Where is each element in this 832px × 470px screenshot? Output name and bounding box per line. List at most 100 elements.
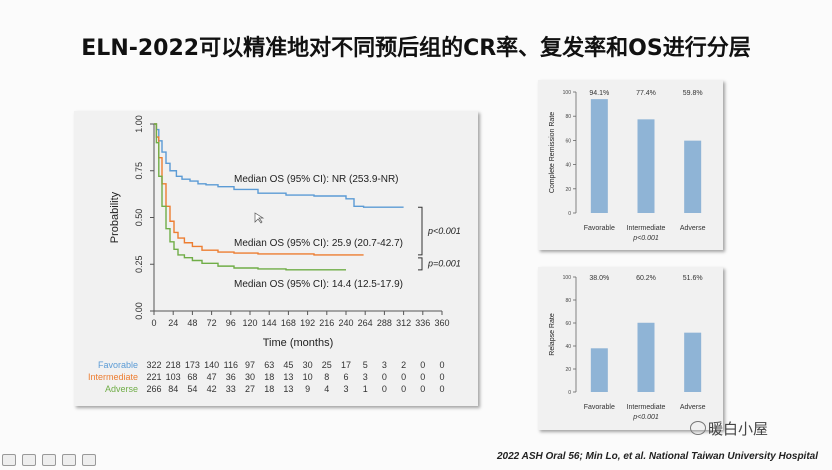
risk-table-cell: 0	[401, 384, 406, 394]
risk-table-cell: 103	[166, 372, 181, 382]
risk-table-cell: 8	[324, 372, 329, 382]
bar-category-label: Intermediate	[627, 404, 666, 411]
km-y-tick-label: 0.00	[134, 302, 144, 320]
bar-y-tick-label: 80	[565, 114, 571, 120]
risk-table-cell: 54	[187, 384, 197, 394]
km-y-tick-label: 0.50	[134, 209, 144, 227]
bar-y-tick-label: 20	[565, 187, 571, 193]
toolbar-grid-icon[interactable]	[62, 454, 76, 466]
risk-table-cell: 3	[343, 384, 348, 394]
risk-table-cell: 5	[363, 360, 368, 370]
risk-table-cell: 18	[264, 372, 274, 382]
bar-y-tick-label: 100	[563, 90, 572, 96]
km-y-axis-label: Probability	[109, 191, 121, 243]
cr-rate-bar-chart: 0 20 40 60 80 100 Complete Remission Rate 94.1%…	[549, 90, 706, 242]
bar-y-axis-label: Complete Remission Rate	[549, 112, 556, 193]
bar-y-tick-label: 80	[565, 298, 571, 304]
km-pvalue-bracket-lower	[418, 257, 423, 271]
bar-intermediate	[637, 119, 655, 213]
risk-table-cell: 45	[283, 360, 293, 370]
footnote: 2022 ASH Oral 56; Min Lo, et al. Nationa…	[496, 451, 818, 462]
risk-table-cell: 0	[382, 384, 387, 394]
relapse-rate-bar-chart: 0 20 40 60 80 100 Relapse Rate 38.0% Favorable 60…	[549, 275, 706, 421]
bar-data-label: 59.8%	[683, 90, 703, 97]
risk-table-cell: 33	[226, 384, 236, 394]
bar-y-axis-label: Relapse Rate	[549, 313, 556, 356]
km-x-tick-label: 120	[242, 318, 257, 328]
km-x-tick-label: 264	[358, 318, 373, 328]
risk-table-cell: 173	[185, 360, 200, 370]
risk-table-cell: 10	[303, 372, 313, 382]
risk-table-cell: 221	[146, 372, 161, 382]
bar-y-tick-label: 40	[565, 344, 571, 350]
bar-adverse	[684, 140, 702, 213]
km-x-tick-label: 144	[262, 318, 277, 328]
bar-y-tick-label: 100	[563, 275, 572, 281]
risk-table-cell: 322	[146, 360, 161, 370]
risk-table-cell: 63	[264, 360, 274, 370]
bar-data-label: 77.4%	[636, 90, 656, 97]
bar-y-tick-label: 20	[565, 367, 571, 373]
km-annotation-adverse-median: Median OS (95% CI): 14.4 (12.5-17.9)	[234, 279, 403, 290]
bar-pvalue-caption: p<0.001	[632, 235, 659, 242]
risk-table-cell: 9	[305, 384, 310, 394]
risk-table-cell: 18	[264, 384, 274, 394]
bar-data-label: 38.0%	[589, 275, 609, 282]
mouse-cursor-icon	[254, 212, 265, 224]
km-series-favorable-line	[154, 123, 404, 208]
km-y-tick-label: 0.25	[134, 255, 144, 273]
toolbar-back-icon[interactable]	[2, 454, 16, 466]
km-series-adverse-line	[154, 123, 346, 271]
bar-adverse	[684, 332, 702, 392]
bar-data-label: 60.2%	[636, 275, 656, 282]
risk-table-cell: 0	[420, 360, 425, 370]
risk-table-cell: 0	[439, 360, 444, 370]
km-x-tick-label: 240	[338, 318, 353, 328]
bar-data-label: 94.1%	[589, 90, 609, 97]
risk-table-cell: 68	[187, 372, 197, 382]
risk-table-cell: 30	[245, 372, 255, 382]
risk-table-cell: 218	[166, 360, 181, 370]
slide-title: ELN-2022可以精准地对不同预后组的CR率、复发率和OS进行分层	[81, 36, 751, 61]
km-pvalue-bracket-upper	[418, 206, 423, 256]
risk-table-label-intermediate: Intermediate	[88, 372, 138, 382]
km-x-tick-label: 288	[377, 318, 392, 328]
bar-y-tick-label: 0	[568, 390, 571, 396]
km-x-tick-label: 192	[300, 318, 315, 328]
bar-favorable	[590, 348, 608, 392]
km-chart-panel: 0.00 0.25 0.50 0.75 1.00 0 24 48 72 96 120 144 168 19…	[74, 111, 478, 406]
km-annotation-intermediate-median: Median OS (95% CI): 25.9 (20.7-42.7)	[234, 238, 403, 249]
wechat-icon	[690, 421, 706, 435]
km-x-tick-label: 24	[168, 318, 178, 328]
toolbar-pen-icon[interactable]	[22, 454, 36, 466]
risk-table-cell: 97	[245, 360, 255, 370]
risk-table-label-adverse: Adverse	[105, 384, 138, 394]
risk-table-cell: 25	[322, 360, 332, 370]
risk-table-cell: 0	[420, 372, 425, 382]
bar-category-label: Intermediate	[627, 225, 666, 232]
risk-table-cell: 0	[439, 372, 444, 382]
risk-table-label-favorable: Favorable	[98, 360, 138, 370]
risk-table-cell: 0	[420, 384, 425, 394]
toolbar-zoom-icon[interactable]	[42, 454, 56, 466]
bar-category-label: Favorable	[584, 225, 615, 232]
bar-data-label: 51.6%	[683, 275, 703, 282]
km-x-tick-label: 0	[151, 318, 156, 328]
bar-category-label: Adverse	[680, 225, 706, 232]
risk-table-cell: 42	[207, 384, 217, 394]
km-x-tick-label: 216	[319, 318, 334, 328]
risk-table-cell: 116	[224, 360, 238, 370]
risk-table-cell: 17	[341, 360, 351, 370]
risk-table-cell: 0	[382, 372, 387, 382]
viewer-toolbar	[2, 454, 96, 466]
watermark: 暖白小屋	[708, 420, 769, 438]
km-x-axis-label: Time (months)	[263, 337, 334, 349]
bar-category-label: Favorable	[584, 404, 615, 411]
km-y-tick-label: 0.75	[134, 162, 144, 180]
bar-intermediate	[637, 322, 655, 392]
toolbar-more-icon[interactable]	[82, 454, 96, 466]
km-y-tick-label: 1.00	[134, 115, 144, 133]
bar-favorable	[590, 99, 608, 213]
risk-table-cell: 3	[382, 360, 387, 370]
km-x-tick-label: 168	[281, 318, 296, 328]
